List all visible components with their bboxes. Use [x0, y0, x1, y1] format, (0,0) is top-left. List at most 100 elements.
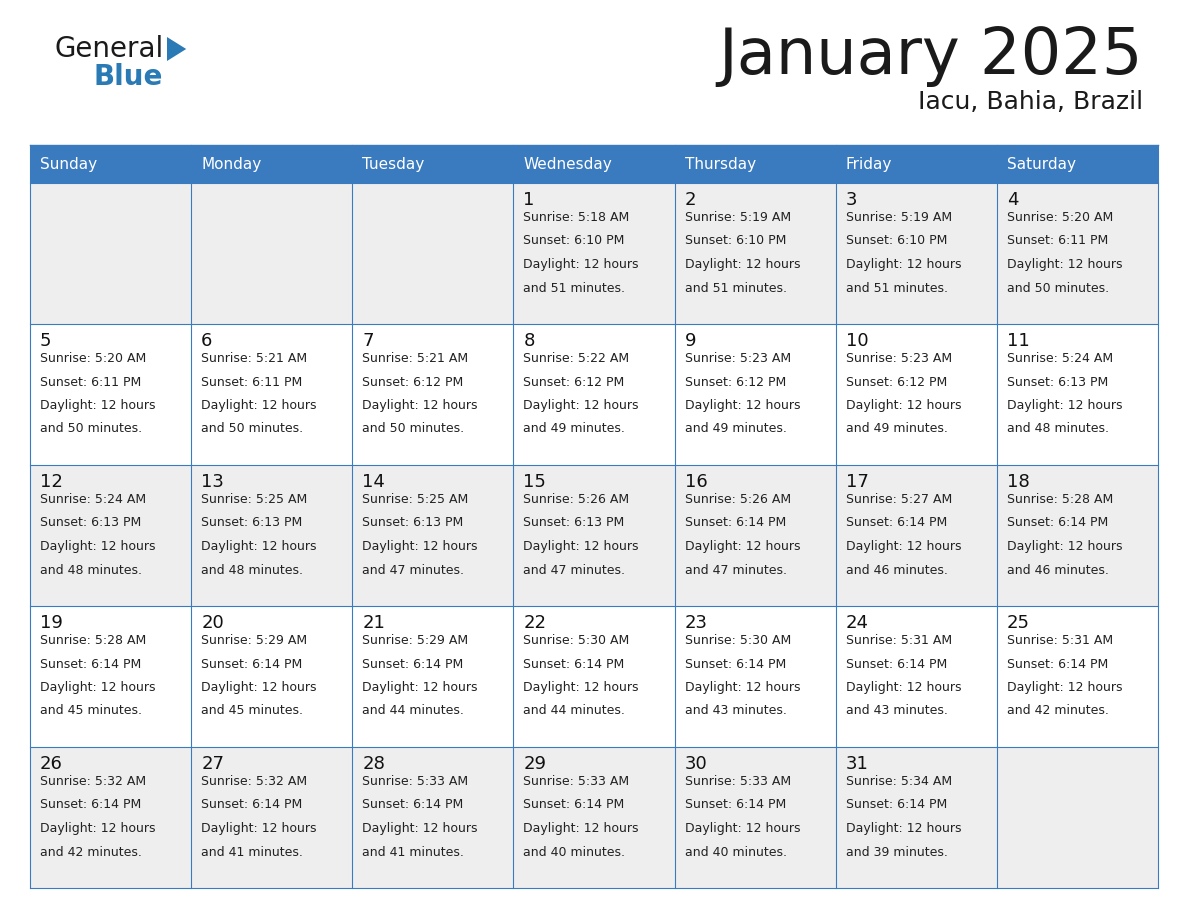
Text: Daylight: 12 hours: Daylight: 12 hours [1007, 258, 1123, 271]
Text: Saturday: Saturday [1007, 156, 1076, 172]
Text: Daylight: 12 hours: Daylight: 12 hours [201, 681, 317, 694]
Text: 17: 17 [846, 473, 868, 491]
Text: Daylight: 12 hours: Daylight: 12 hours [684, 822, 800, 835]
Text: Sunset: 6:14 PM: Sunset: 6:14 PM [846, 657, 947, 670]
Text: and 49 minutes.: and 49 minutes. [524, 422, 625, 435]
Text: Sunrise: 5:28 AM: Sunrise: 5:28 AM [40, 634, 146, 647]
Bar [353, 145, 513, 183]
Text: Daylight: 12 hours: Daylight: 12 hours [846, 258, 961, 271]
Text: Sunset: 6:13 PM: Sunset: 6:13 PM [40, 517, 141, 530]
Text: Daylight: 12 hours: Daylight: 12 hours [846, 681, 961, 694]
Text: Daylight: 12 hours: Daylight: 12 hours [684, 540, 800, 553]
Text: Sunset: 6:14 PM: Sunset: 6:14 PM [201, 657, 303, 670]
Text: Daylight: 12 hours: Daylight: 12 hours [40, 822, 156, 835]
Text: Sunset: 6:11 PM: Sunset: 6:11 PM [40, 375, 141, 388]
Text: Sunset: 6:14 PM: Sunset: 6:14 PM [684, 799, 785, 812]
Text: 20: 20 [201, 614, 223, 632]
Text: 21: 21 [362, 614, 385, 632]
Text: Daylight: 12 hours: Daylight: 12 hours [1007, 681, 1123, 694]
Bar [835, 465, 997, 606]
Text: Daylight: 12 hours: Daylight: 12 hours [40, 540, 156, 553]
Text: Sunrise: 5:30 AM: Sunrise: 5:30 AM [524, 634, 630, 647]
Bar [835, 324, 997, 465]
Text: 5: 5 [40, 332, 51, 350]
Text: Sunrise: 5:33 AM: Sunrise: 5:33 AM [362, 775, 468, 788]
Text: 19: 19 [40, 614, 63, 632]
Text: 24: 24 [846, 614, 868, 632]
Text: Sunrise: 5:30 AM: Sunrise: 5:30 AM [684, 634, 791, 647]
Text: Sunrise: 5:25 AM: Sunrise: 5:25 AM [362, 493, 468, 506]
Bar [191, 465, 353, 606]
Text: 11: 11 [1007, 332, 1030, 350]
Text: and 48 minutes.: and 48 minutes. [201, 564, 303, 577]
Bar [835, 183, 997, 324]
Text: Sunset: 6:10 PM: Sunset: 6:10 PM [524, 234, 625, 248]
Text: Daylight: 12 hours: Daylight: 12 hours [846, 399, 961, 412]
Text: General: General [55, 35, 164, 63]
Text: 28: 28 [362, 755, 385, 773]
Text: 9: 9 [684, 332, 696, 350]
Text: and 42 minutes.: and 42 minutes. [1007, 704, 1108, 718]
Text: January 2025: January 2025 [719, 25, 1143, 87]
Text: and 44 minutes.: and 44 minutes. [362, 704, 465, 718]
Bar [191, 324, 353, 465]
Text: Thursday: Thursday [684, 156, 756, 172]
Text: Tuesday: Tuesday [362, 156, 424, 172]
Text: and 42 minutes.: and 42 minutes. [40, 845, 141, 858]
Text: Iacu, Bahia, Brazil: Iacu, Bahia, Brazil [918, 90, 1143, 114]
Text: Sunrise: 5:21 AM: Sunrise: 5:21 AM [201, 352, 308, 365]
Bar [191, 183, 353, 324]
Bar [675, 324, 835, 465]
Text: and 44 minutes.: and 44 minutes. [524, 704, 625, 718]
Text: Daylight: 12 hours: Daylight: 12 hours [201, 822, 317, 835]
Text: Sunrise: 5:27 AM: Sunrise: 5:27 AM [846, 493, 952, 506]
Text: Sunrise: 5:34 AM: Sunrise: 5:34 AM [846, 775, 952, 788]
Text: Sunday: Sunday [40, 156, 97, 172]
Text: Sunrise: 5:25 AM: Sunrise: 5:25 AM [201, 493, 308, 506]
Text: Daylight: 12 hours: Daylight: 12 hours [846, 540, 961, 553]
Bar [675, 606, 835, 747]
Text: and 49 minutes.: and 49 minutes. [846, 422, 948, 435]
Bar [675, 183, 835, 324]
Bar [30, 747, 191, 888]
Bar [997, 183, 1158, 324]
Text: Sunset: 6:14 PM: Sunset: 6:14 PM [684, 657, 785, 670]
Text: Sunrise: 5:31 AM: Sunrise: 5:31 AM [1007, 634, 1113, 647]
Bar [30, 606, 191, 747]
Text: 23: 23 [684, 614, 708, 632]
Bar [191, 747, 353, 888]
Text: Sunrise: 5:26 AM: Sunrise: 5:26 AM [684, 493, 791, 506]
Text: and 50 minutes.: and 50 minutes. [362, 422, 465, 435]
Bar [997, 606, 1158, 747]
Text: 12: 12 [40, 473, 63, 491]
Text: Blue: Blue [93, 63, 163, 91]
Text: Daylight: 12 hours: Daylight: 12 hours [846, 822, 961, 835]
Text: and 43 minutes.: and 43 minutes. [684, 704, 786, 718]
Text: Sunrise: 5:23 AM: Sunrise: 5:23 AM [684, 352, 791, 365]
Text: Sunset: 6:14 PM: Sunset: 6:14 PM [40, 799, 141, 812]
Bar [30, 183, 191, 324]
Text: Sunrise: 5:20 AM: Sunrise: 5:20 AM [40, 352, 146, 365]
Text: 13: 13 [201, 473, 225, 491]
Text: Daylight: 12 hours: Daylight: 12 hours [684, 681, 800, 694]
Text: Sunrise: 5:19 AM: Sunrise: 5:19 AM [684, 211, 791, 224]
Text: and 46 minutes.: and 46 minutes. [1007, 564, 1108, 577]
Bar [191, 606, 353, 747]
Text: Friday: Friday [846, 156, 892, 172]
Text: Daylight: 12 hours: Daylight: 12 hours [524, 540, 639, 553]
Text: 27: 27 [201, 755, 225, 773]
Text: Sunrise: 5:24 AM: Sunrise: 5:24 AM [40, 493, 146, 506]
Text: and 49 minutes.: and 49 minutes. [684, 422, 786, 435]
Text: 25: 25 [1007, 614, 1030, 632]
Text: Monday: Monday [201, 156, 261, 172]
Text: and 48 minutes.: and 48 minutes. [1007, 422, 1108, 435]
Text: Sunrise: 5:33 AM: Sunrise: 5:33 AM [524, 775, 630, 788]
Text: Daylight: 12 hours: Daylight: 12 hours [684, 399, 800, 412]
Text: Daylight: 12 hours: Daylight: 12 hours [1007, 540, 1123, 553]
Bar [353, 747, 513, 888]
Bar [353, 465, 513, 606]
Polygon shape [168, 37, 187, 61]
Text: Sunset: 6:14 PM: Sunset: 6:14 PM [684, 517, 785, 530]
Bar [835, 606, 997, 747]
Text: Sunset: 6:14 PM: Sunset: 6:14 PM [362, 799, 463, 812]
